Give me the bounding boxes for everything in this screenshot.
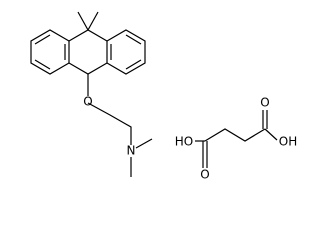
atom-label: OH: [279, 135, 297, 149]
bond: [106, 29, 146, 75]
bond: [68, 62, 108, 75]
atom-label: O: [260, 96, 269, 110]
atom-label: O: [83, 95, 92, 109]
bond: [68, 29, 108, 42]
bond: [264, 128, 278, 141]
bond: [30, 29, 70, 75]
double-bond: [34, 34, 51, 45]
bonds: [30, 11, 278, 177]
bond: [77, 11, 89, 31]
double-bond: [125, 59, 142, 70]
bond: [87, 11, 99, 31]
double-bond: [125, 34, 142, 45]
atom-label: HO: [175, 135, 193, 149]
double-bond: [34, 59, 51, 70]
atom-label: O: [200, 168, 209, 182]
bond: [204, 128, 266, 142]
atom-label: N: [127, 144, 136, 158]
bond: [87, 102, 132, 145]
bond: [135, 138, 153, 149]
structure-diagram: O N HO O O OH: [30, 11, 297, 182]
